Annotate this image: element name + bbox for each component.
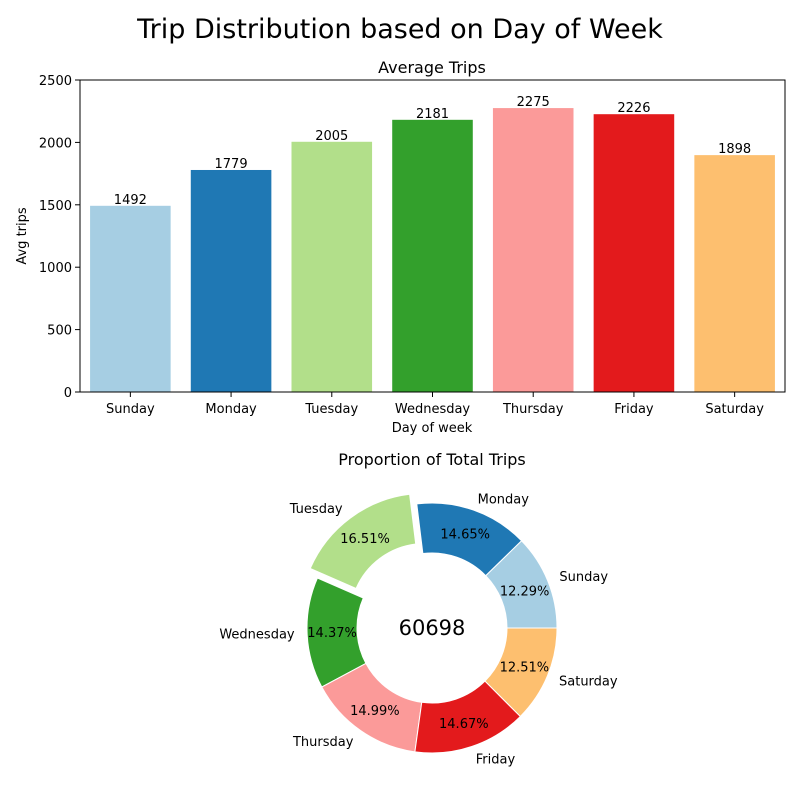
bar-value-label-sunday: 1492	[114, 193, 147, 208]
bar-friday	[593, 114, 675, 393]
bar-sunday	[90, 205, 171, 392]
bar-value-label-saturday: 1898	[718, 142, 751, 157]
bar-chart: Average Trips Day of week Avg trips 1492…	[15, 58, 786, 436]
bar-value-label-tuesday: 2005	[315, 129, 348, 144]
bar-value-label-friday: 2226	[617, 101, 650, 116]
donut-day-label-saturday: Saturday	[559, 675, 618, 690]
donut-wedge-saturday	[484, 627, 558, 718]
donut-pct-label-monday: 14.65%	[440, 528, 490, 543]
bar-wednesday	[392, 119, 473, 392]
x-tick-label-saturday: Saturday	[705, 402, 764, 417]
x-tick-label-wednesday: Wednesday	[395, 402, 471, 417]
donut-day-label-tuesday: Tuesday	[289, 502, 343, 517]
bar-value-label-thursday: 2275	[517, 95, 550, 110]
bar-tuesday	[291, 141, 373, 392]
y-tick-label-1500: 1500	[39, 199, 72, 214]
donut-pct-label-saturday: 12.51%	[500, 660, 550, 675]
x-tick-label-sunday: Sunday	[106, 402, 155, 417]
donut-wedges	[306, 493, 558, 754]
donut-day-label-wednesday: Wednesday	[219, 628, 295, 643]
donut-wedge-monday	[416, 502, 523, 577]
donut-day-label-friday: Friday	[476, 752, 516, 767]
x-tick-label-friday: Friday	[614, 402, 654, 417]
donut-labels: 12.29% Sunday 14.65% Monday 16.51% Tuesday 14.…	[219, 492, 618, 767]
bar-axis-ticks: Sunday Monday Tuesday Wednesday Thursday Frid…	[39, 74, 764, 417]
donut-day-label-thursday: Thursday	[292, 735, 354, 750]
bar-monday	[190, 169, 272, 392]
y-tick-label-2500: 2500	[39, 74, 72, 89]
donut-pct-label-thursday: 14.99%	[350, 704, 400, 719]
donut-pct-label-sunday: 12.29%	[500, 584, 550, 599]
bar-saturday	[694, 155, 775, 392]
bar-chart-frame	[79, 79, 786, 393]
bar-group: 1492 1779 2005 2181 2275 2226 1898	[90, 95, 775, 393]
y-tick-label-2000: 2000	[39, 136, 72, 151]
donut-pct-label-friday: 14.67%	[439, 717, 489, 732]
y-tick-label-0: 0	[64, 386, 72, 401]
bar-thursday	[492, 108, 574, 392]
donut-pct-label-tuesday: 16.51%	[340, 532, 390, 547]
donut-wedge-tuesday	[309, 493, 417, 590]
y-tick-label-1000: 1000	[39, 261, 72, 276]
y-tick-label-500: 500	[47, 324, 72, 339]
donut-chart: Proportion of Total Trips 12.29% Sunday 14…	[219, 450, 618, 767]
bar-value-label-monday: 1779	[215, 157, 248, 172]
x-tick-label-thursday: Thursday	[502, 402, 564, 417]
x-tick-label-monday: Monday	[205, 402, 257, 417]
donut-hole	[357, 553, 507, 703]
bar-value-label-wednesday: 2181	[416, 107, 449, 122]
donut-center-total: 60698	[399, 616, 466, 640]
donut-day-label-sunday: Sunday	[559, 570, 608, 585]
bar-chart-title: Average Trips	[378, 58, 486, 77]
donut-pct-label-wednesday: 14.37%	[307, 626, 357, 641]
x-tick-label-tuesday: Tuesday	[304, 402, 358, 417]
figure-title: Trip Distribution based on Day of Week	[136, 14, 663, 45]
bar-chart-y-axis-label: Avg trips	[15, 207, 30, 265]
donut-day-label-monday: Monday	[478, 492, 530, 507]
donut-chart-title: Proportion of Total Trips	[338, 450, 526, 469]
bar-chart-x-axis-label: Day of week	[392, 421, 473, 436]
